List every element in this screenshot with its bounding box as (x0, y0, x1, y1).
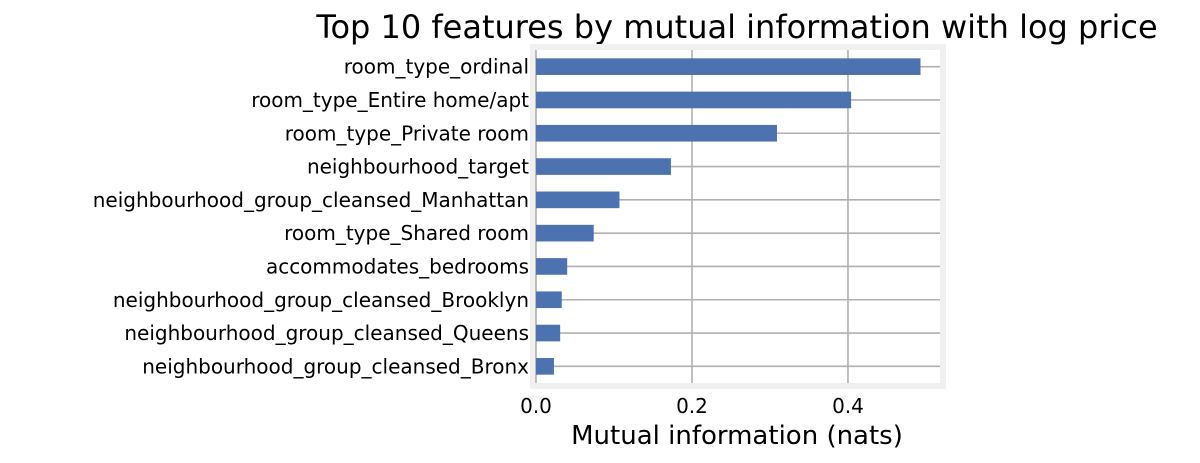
y-tick-label: neighbourhood_target (307, 155, 529, 179)
bar (536, 291, 562, 309)
y-tick-label: room_type_Shared room (284, 221, 529, 245)
bar (536, 258, 568, 275)
bar (536, 158, 671, 175)
y-tick-label: neighbourhood_group_cleansed_Brooklyn (113, 288, 529, 312)
x-tick-label: 0.4 (832, 394, 864, 418)
x-tick-label: 0.2 (676, 394, 708, 418)
y-tick-label: room_type_Entire home/apt (251, 88, 529, 112)
y-tick-label: neighbourhood_group_cleansed_Queens (124, 321, 529, 345)
x-tick-label: 0.0 (520, 394, 552, 418)
y-tick-label: neighbourhood_group_cleansed_Bronx (142, 354, 529, 378)
x-axis-label: Mutual information (nats) (571, 421, 903, 451)
y-tick-labels: room_type_ordinal room_type_Entire home/a… (93, 55, 529, 379)
bars (536, 58, 921, 375)
y-tick-label: room_type_ordinal (344, 55, 529, 79)
bar (536, 124, 777, 142)
bar (536, 91, 852, 109)
chart-title: Top 10 features by mutual information wi… (315, 8, 1157, 46)
bar (536, 358, 554, 375)
bar (536, 224, 594, 242)
y-tick-label: accommodates_bedrooms (266, 254, 529, 278)
bar (536, 58, 921, 75)
bar (536, 324, 561, 342)
y-tick-label: room_type_Private room (285, 121, 529, 145)
bar (536, 191, 620, 209)
y-tick-label: neighbourhood_group_cleansed_Manhattan (93, 188, 529, 212)
x-tick-labels: 0.0 0.2 0.4 (520, 394, 864, 418)
